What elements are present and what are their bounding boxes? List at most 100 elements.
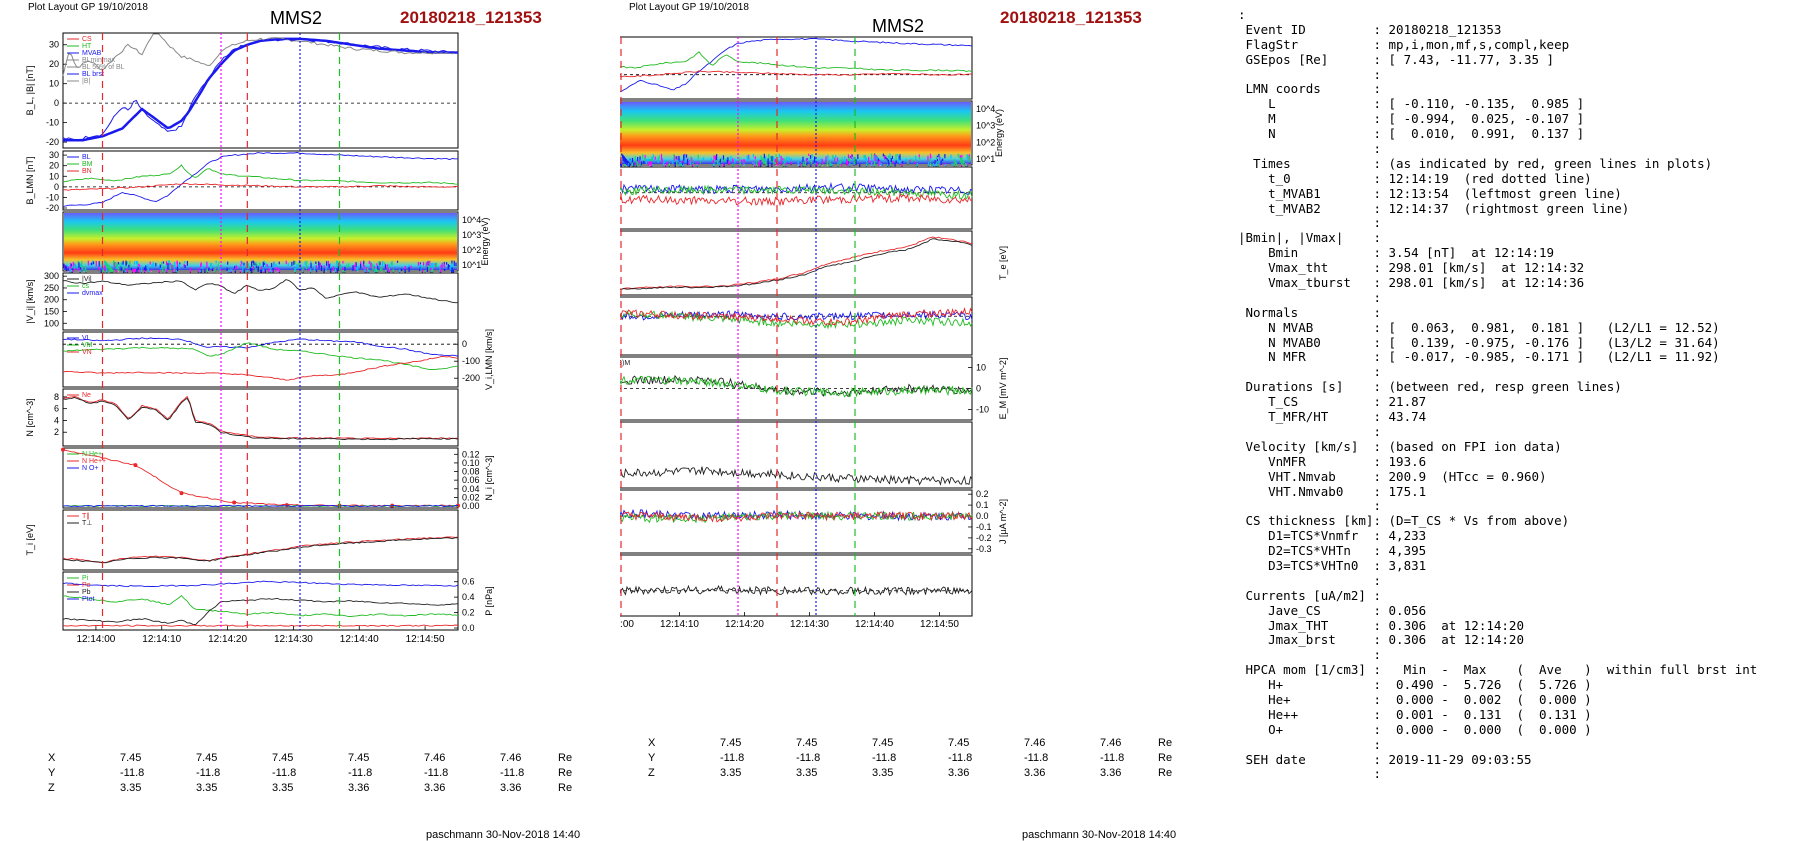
spectrogram-speckle	[377, 269, 379, 275]
spectrogram-speckle	[873, 154, 875, 160]
y-tick-label: 0	[54, 182, 59, 192]
position-value: 3.35	[872, 767, 894, 779]
spectrogram-speckle	[302, 269, 304, 273]
spectrogram-speckle	[105, 261, 107, 266]
spectrogram-speckle	[847, 160, 849, 167]
spectrogram-speckle	[756, 159, 758, 166]
spectrogram-speckle	[724, 158, 726, 163]
y-tick-label: 0	[462, 339, 467, 349]
spectrogram-speckle	[251, 268, 253, 272]
spectrogram-speckle	[430, 270, 432, 274]
spectrogram-speckle	[271, 269, 273, 272]
y-tick-label: 0.4	[462, 592, 475, 602]
summary-line: LMN coords :	[1238, 81, 1381, 97]
spectrogram-speckle	[97, 266, 100, 271]
spectrogram-speckle	[895, 154, 897, 160]
spectrogram-speckle	[782, 158, 784, 161]
spectrogram-speckle	[730, 155, 732, 161]
spectrogram-speckle	[381, 266, 383, 272]
spectrogram-speckle	[278, 261, 280, 265]
spectrogram-speckle	[83, 269, 85, 272]
spectrogram-speckle	[840, 159, 842, 164]
subplot-bl: 30 20 10 0 -10 -20 B_L, |B| [nT] CSHTMVABBLminm…	[25, 32, 459, 149]
spectrogram-image	[64, 213, 457, 270]
spectrogram-speckle	[115, 264, 117, 269]
spectrogram-speckle	[819, 158, 822, 163]
spectrogram-speckle	[95, 260, 97, 267]
spectrogram-speckle	[870, 153, 873, 160]
spectrogram-speckle	[647, 161, 649, 166]
legend-label: Pb	[82, 589, 91, 596]
spectrogram-speckle	[764, 160, 766, 165]
spectrogram-speckle	[933, 162, 935, 168]
spectrogram-speckle	[152, 261, 154, 268]
spectrogram-speckle	[645, 159, 647, 164]
spectrogram-speckle	[686, 159, 689, 165]
y-tick-label: 0.00	[462, 501, 480, 511]
spectrogram-speckle	[228, 269, 230, 275]
spectrogram-speckle	[79, 263, 81, 268]
spectrogram-speckle	[716, 154, 718, 161]
spectrogram-speckle	[260, 269, 262, 275]
y-tick-label: 4	[54, 415, 59, 425]
spectrogram-speckle	[84, 265, 87, 271]
spectrogram-speckle	[790, 159, 792, 165]
legend-label: N O+	[82, 465, 99, 472]
spectrogram-speckle	[380, 268, 382, 272]
spectrogram-speckle	[774, 158, 776, 163]
series-line-green	[62, 164, 459, 185]
spectrogram-speckle	[648, 159, 650, 162]
spectrogram-speckle	[425, 262, 427, 267]
spectrogram-speckle	[813, 156, 816, 162]
spectrogram-speckle	[120, 266, 122, 271]
series-point	[61, 447, 65, 452]
y-axis-label: |V_i| [km/s]	[25, 279, 35, 323]
spectrogram-speckle	[450, 265, 452, 271]
spectrogram-speckle	[760, 163, 762, 167]
position-value: 7.45	[872, 737, 894, 749]
spectrogram-speckle	[388, 270, 391, 274]
spectrogram-speckle	[934, 160, 936, 164]
summary-line: Jmax_THT : 0.306 at 12:14:20	[1238, 617, 1524, 633]
spectrogram-speckle	[717, 160, 719, 165]
series-line-green	[620, 184, 973, 201]
spectrogram-speckle	[206, 268, 209, 273]
legend-label: VM	[82, 342, 93, 349]
spectrogram-speckle	[767, 158, 769, 164]
spectrogram-speckle	[763, 158, 765, 163]
spectrogram-speckle	[404, 269, 406, 275]
position-value: 3.35	[720, 767, 742, 779]
spectrogram-speckle	[642, 154, 644, 159]
spectrogram-speckle	[677, 156, 679, 161]
spectrogram-speckle	[252, 266, 254, 269]
spectrogram-speckle	[140, 266, 143, 273]
summary-line: Normals :	[1238, 304, 1381, 320]
spectrogram-speckle	[336, 268, 338, 274]
spectrogram-speckle	[681, 160, 683, 164]
spectrogram-speckle	[410, 265, 412, 269]
spectrogram-speckle	[263, 260, 265, 264]
spectrogram-speckle	[631, 162, 633, 167]
subplot-em: 100-10E_M [mV m^-2]-(VexB)MEM	[620, 356, 1008, 421]
spectrogram-speckle	[353, 265, 355, 269]
position-row: X 7.45 7.45 7.45 7.45 7.46 7.46 Re	[48, 752, 572, 766]
spectrogram-speckle	[634, 156, 636, 162]
series-line-green	[620, 510, 973, 524]
y-tick-label: -20	[46, 203, 59, 213]
legend-label: cs	[82, 283, 90, 290]
spectrogram-speckle	[227, 261, 229, 265]
subplot-frame	[620, 554, 973, 617]
series-line-green	[63, 594, 459, 617]
spectrogram-image	[620, 102, 971, 164]
spectrogram-speckle	[71, 270, 74, 274]
summary-line: :	[1238, 736, 1381, 752]
spectrogram-speckle	[627, 163, 630, 169]
spectrogram-speckle	[961, 157, 963, 160]
spectrogram-speckle	[135, 260, 137, 264]
spectrogram-speckle	[624, 163, 626, 170]
spectrogram-speckle	[808, 153, 810, 156]
spectrogram-speckle	[258, 267, 260, 271]
spectrogram-speckle	[176, 260, 178, 264]
spectrogram-speckle	[383, 262, 386, 265]
spectrogram-speckle	[870, 160, 872, 166]
